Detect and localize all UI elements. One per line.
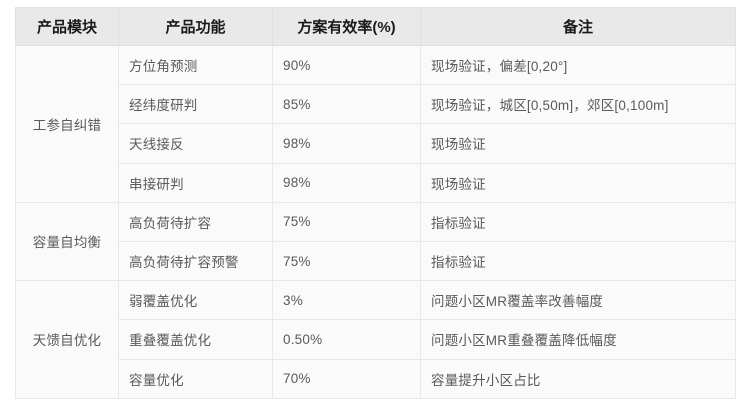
column-header-function: 产品功能 (118, 7, 273, 46)
table-row: 串接研判 98% 现场验证 (16, 162, 736, 203)
table-row: 高负荷待扩容预警 75% 指标验证 (16, 240, 736, 282)
remark-cell: 现场验证，偏差[0,20°] (420, 44, 736, 86)
column-header-rate: 方案有效率(%) (272, 7, 421, 46)
column-header-remark: 备注 (420, 7, 736, 46)
function-cell: 容量优化 (118, 358, 273, 399)
remark-cell: 指标验证 (420, 201, 736, 242)
function-cell: 高负荷待扩容 (118, 201, 273, 242)
module-group-cell: 容量自均衡 (15, 201, 119, 282)
remark-cell: 问题小区MR覆盖率改善幅度 (420, 280, 736, 321)
function-cell: 方位角预测 (118, 44, 273, 86)
table-header-row: 产品模块 产品功能 方案有效率(%) 备注 (15, 7, 736, 46)
table-row: 容量自均衡 高负荷待扩容 75% 指标验证 (15, 201, 736, 282)
module-group-cell: 工参自纠错 (15, 45, 119, 203)
column-header-module: 产品模块 (15, 7, 119, 46)
table-row: 容量优化 70% 容量提升小区占比 (16, 358, 736, 399)
effectiveness-rate-cell: 98% (272, 123, 421, 164)
effectiveness-rate-cell: 98% (272, 162, 421, 203)
effectiveness-rate-cell: 3% (272, 280, 421, 321)
effectiveness-rate-cell: 75% (272, 240, 421, 282)
function-cell: 弱覆盖优化 (118, 280, 273, 321)
table-row: 重叠覆盖优化 0.50% 问题小区MR重叠覆盖降低幅度 (16, 319, 736, 360)
table-row: 天馈自优化 弱覆盖优化 3% 问题小区MR覆盖率改善幅度 (15, 280, 736, 399)
remark-cell: 容量提升小区占比 (420, 358, 736, 399)
function-cell: 重叠覆盖优化 (118, 319, 273, 360)
table-body: 工参自纠错 方位角预测 90% 现场验证，偏差[0,20°] 经纬度研判 85% 现场验证，… (15, 44, 736, 399)
remark-cell: 现场验证 (420, 123, 736, 164)
table-row: 天线接反 98% 现场验证 (16, 123, 736, 164)
effectiveness-rate-cell: 0.50% (272, 319, 421, 360)
effectiveness-rate-cell: 70% (272, 358, 421, 399)
product-table-container: 产品模块 产品功能 方案有效率(%) 备注 工参自纠错 方位角预测 90% 现场验证，… (15, 7, 736, 399)
function-cell: 高负荷待扩容预警 (118, 240, 273, 282)
function-cell: 天线接反 (118, 123, 273, 164)
table-header: 产品模块 产品功能 方案有效率(%) 备注 (15, 7, 736, 46)
remark-cell: 指标验证 (420, 240, 736, 282)
module-group-cell: 天馈自优化 (15, 280, 119, 399)
product-capability-table: 产品模块 产品功能 方案有效率(%) 备注 工参自纠错 方位角预测 90% 现场验证，… (15, 7, 736, 399)
function-cell: 串接研判 (118, 162, 273, 203)
effectiveness-rate-cell: 75% (272, 201, 421, 242)
function-cell: 经纬度研判 (118, 84, 273, 125)
effectiveness-rate-cell: 90% (272, 44, 421, 86)
effectiveness-rate-cell: 85% (272, 84, 421, 125)
table-row: 工参自纠错 方位角预测 90% 现场验证，偏差[0,20°] (15, 44, 736, 203)
remark-cell: 现场验证 (420, 162, 736, 203)
remark-cell: 问题小区MR重叠覆盖降低幅度 (420, 319, 736, 360)
remark-cell: 现场验证，城区[0,50m]，郊区[0,100m] (420, 84, 736, 125)
table-row: 经纬度研判 85% 现场验证，城区[0,50m]，郊区[0,100m] (16, 84, 736, 125)
